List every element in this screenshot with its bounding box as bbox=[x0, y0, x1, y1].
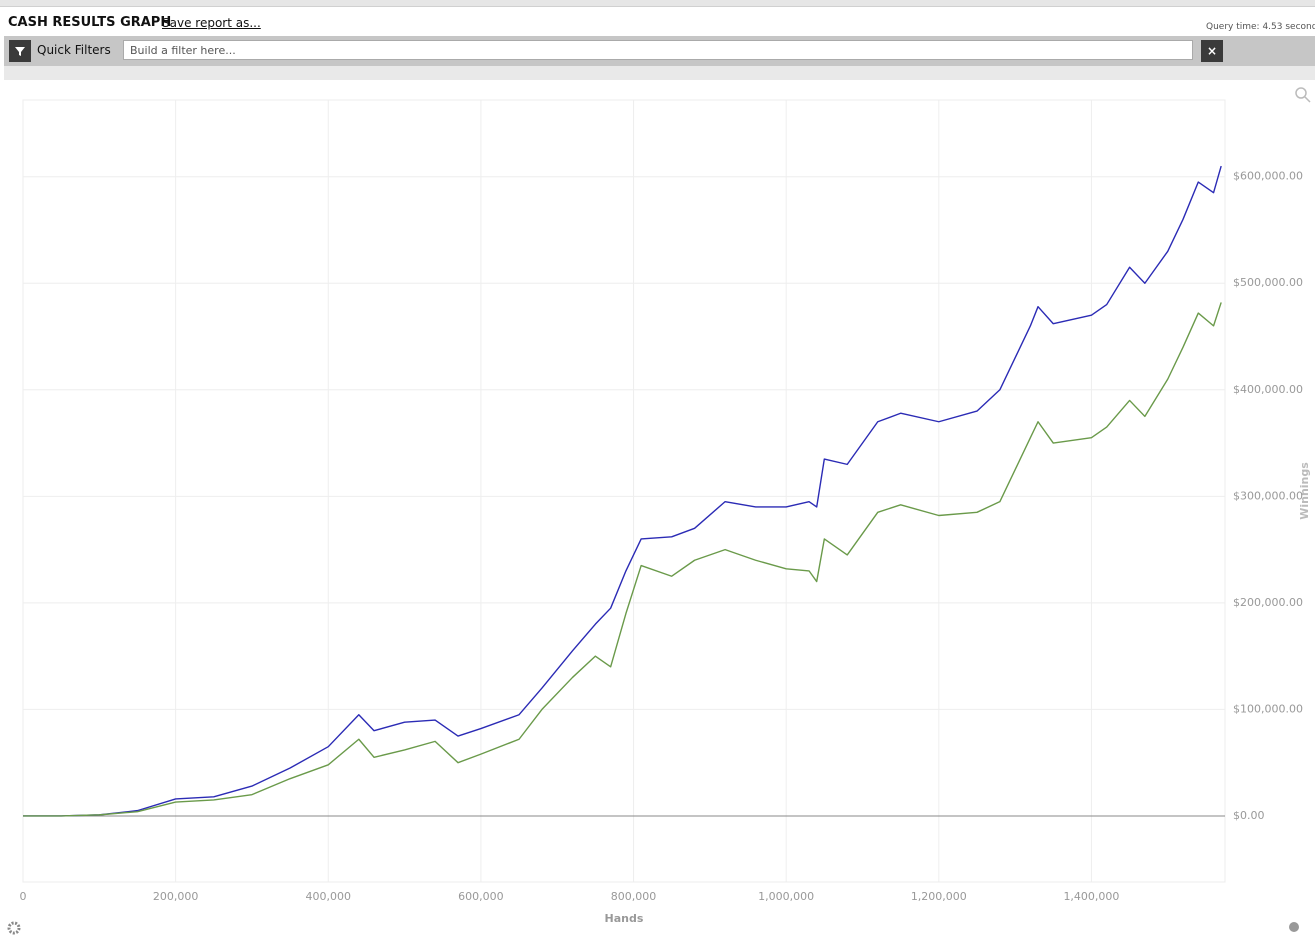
query-time: Query time: 4.53 seconds bbox=[1206, 22, 1315, 32]
filter-band bbox=[4, 66, 1315, 80]
filter-icon[interactable] bbox=[9, 40, 31, 62]
plot-frame bbox=[22, 99, 1226, 883]
x-tick-label: 1,400,000 bbox=[1063, 890, 1119, 903]
x-tick-label: 0 bbox=[20, 890, 27, 903]
info-icon bbox=[1289, 922, 1299, 932]
report-title: CASH RESULTS GRAPH bbox=[8, 15, 172, 30]
y-tick-label: $200,000.00 bbox=[1233, 596, 1303, 609]
y-tick-label: $300,000.00 bbox=[1233, 489, 1303, 502]
clear-filter-button[interactable]: × bbox=[1201, 40, 1223, 62]
y-tick-label: $500,000.00 bbox=[1233, 276, 1303, 289]
y-tick-label: $0.00 bbox=[1233, 809, 1265, 822]
top-strip bbox=[0, 0, 1315, 7]
save-report-link[interactable]: Save report as... bbox=[162, 16, 261, 30]
series-line bbox=[23, 302, 1222, 817]
filter-glyph bbox=[15, 47, 25, 56]
zoom-icon bbox=[1295, 87, 1311, 103]
quick-filters-label[interactable]: Quick Filters bbox=[37, 43, 111, 57]
y-axis-label: Winnings bbox=[1298, 462, 1311, 520]
settings-icon bbox=[7, 921, 21, 935]
x-axis-label: Hands bbox=[605, 912, 644, 925]
x-tick-label: 400,000 bbox=[306, 890, 352, 903]
x-tick-label: 200,000 bbox=[153, 890, 199, 903]
series-line bbox=[23, 165, 1222, 817]
x-tick-label: 600,000 bbox=[458, 890, 504, 903]
y-tick-label: $600,000.00 bbox=[1233, 170, 1303, 183]
filter-input[interactable]: Build a filter here... bbox=[123, 40, 1193, 60]
y-tick-label: $100,000.00 bbox=[1233, 702, 1303, 715]
x-tick-label: 1,000,000 bbox=[758, 890, 814, 903]
y-tick-label: $400,000.00 bbox=[1233, 383, 1303, 396]
x-tick-label: 1,200,000 bbox=[911, 890, 967, 903]
x-tick-label: 800,000 bbox=[611, 890, 657, 903]
